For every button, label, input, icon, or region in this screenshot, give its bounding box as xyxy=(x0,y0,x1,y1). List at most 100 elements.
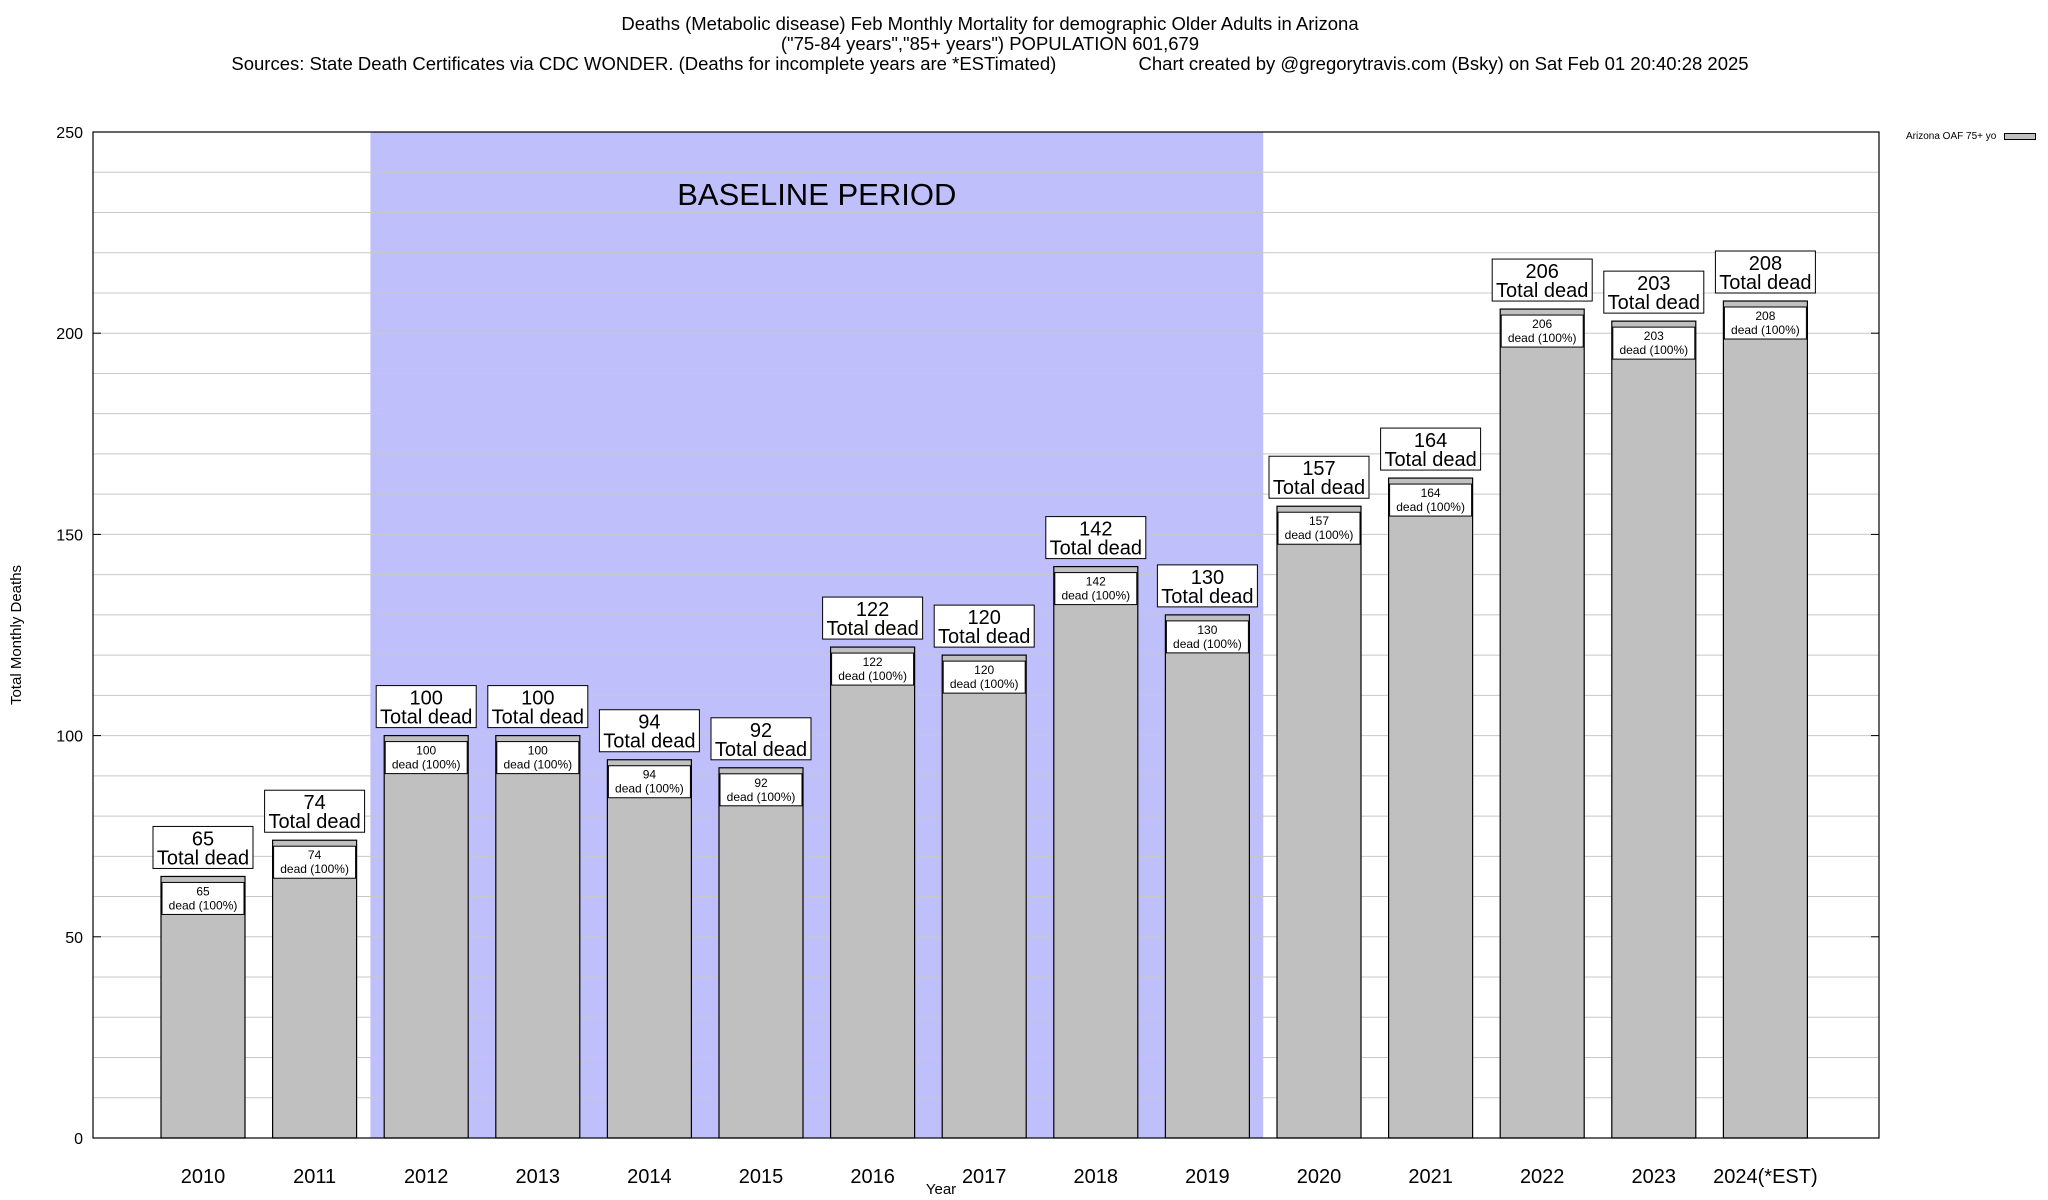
bar xyxy=(1611,320,1697,1139)
bar-top-label-box xyxy=(375,685,477,729)
bar-inner-value: 100 xyxy=(528,744,548,758)
bar-top-value: 120 xyxy=(968,607,1001,629)
bar-top-label-box xyxy=(1603,270,1705,314)
x-tick-label: 2016 xyxy=(850,1166,895,1188)
bar-inner-value: 94 xyxy=(643,768,657,782)
bar-inner-value: 157 xyxy=(1309,514,1329,528)
bar-top-value: 65 xyxy=(192,828,214,850)
bar-top-label-box xyxy=(822,596,924,640)
chart-title-block: Deaths (Metabolic disease) Feb Monthly M… xyxy=(0,14,1980,74)
bar-inner-label-box xyxy=(161,881,245,915)
bar xyxy=(160,875,246,1139)
y-tick-label: 250 xyxy=(56,125,83,142)
bar-inner-value: 120 xyxy=(974,663,994,677)
x-tick-label: 2017 xyxy=(962,1166,1007,1188)
bar-inner-label: dead (100%) xyxy=(280,862,349,876)
x-tick-label: 2018 xyxy=(1074,1166,1119,1188)
bar xyxy=(718,767,804,1139)
x-tick-label: 2012 xyxy=(404,1166,449,1188)
bar-inner-label-box xyxy=(1500,314,1584,348)
bar-inner-label-box xyxy=(273,845,357,879)
bar xyxy=(1053,565,1139,1139)
bar-inner-value: 74 xyxy=(308,848,322,862)
bar-inner-label: dead (100%) xyxy=(392,758,461,772)
bar-inner-label-box xyxy=(942,660,1026,694)
bar-top-label: Total dead xyxy=(1496,280,1588,302)
y-tick-label: 100 xyxy=(56,729,83,746)
bar-inner-label: dead (100%) xyxy=(1508,331,1577,345)
x-tick-label: 2021 xyxy=(1408,1166,1453,1188)
y-tick-label: 50 xyxy=(65,930,83,947)
bar-top-label-box xyxy=(933,604,1035,648)
bar-top-value: 74 xyxy=(303,792,325,814)
bar-inner-label: dead (100%) xyxy=(1285,528,1354,542)
y-axis-label: Total Monthly Deaths xyxy=(8,565,25,705)
bar-inner-label: dead (100%) xyxy=(727,790,796,804)
bar xyxy=(1387,477,1474,1139)
x-tick-label: 2013 xyxy=(516,1166,561,1188)
x-tick-label: 2015 xyxy=(739,1166,784,1188)
bar-inner-value: 92 xyxy=(754,776,768,790)
bar-inner-label-box xyxy=(719,773,803,807)
bar xyxy=(1722,300,1809,1139)
bar-inner-label-box xyxy=(607,765,691,799)
bar-top-value: 157 xyxy=(1302,458,1335,480)
bar-inner-label-box xyxy=(1054,572,1138,606)
bar xyxy=(1164,614,1251,1139)
bar-top-label: Total dead xyxy=(603,731,695,753)
bar-top-label-box xyxy=(1380,427,1482,471)
bar-top-label: Total dead xyxy=(1384,449,1476,471)
bar-inner-value: 142 xyxy=(1086,575,1106,589)
bar-top-label-box xyxy=(487,685,589,729)
bar-inner-label: dead (100%) xyxy=(1619,343,1688,357)
bar-inner-label: dead (100%) xyxy=(1396,500,1465,514)
legend-swatch xyxy=(2004,133,2037,140)
bar xyxy=(829,646,916,1139)
bar-top-value: 203 xyxy=(1637,273,1670,295)
bar-inner-label: dead (100%) xyxy=(1173,637,1242,651)
bar-inner-value: 100 xyxy=(416,744,436,758)
chart-title-line-3: Sources: State Death Certificates via CD… xyxy=(231,53,1749,74)
bar-inner-value: 203 xyxy=(1644,329,1664,343)
bar-top-label: Total dead xyxy=(492,707,584,729)
bar-top-label-box xyxy=(1714,250,1816,294)
chart-title-line-2: ("75-84 years","85+ years") POPULATION 6… xyxy=(780,33,1200,54)
bar-inner-label-box xyxy=(1389,483,1473,517)
bar-top-label-box xyxy=(264,789,366,833)
bar-top-value: 122 xyxy=(856,599,889,621)
bar-inner-value: 208 xyxy=(1755,309,1775,323)
bar xyxy=(606,759,693,1139)
bar-top-value: 100 xyxy=(410,688,443,710)
legend: Arizona OAF 75+ yo xyxy=(1906,131,2037,142)
bar-inner-label: dead (100%) xyxy=(503,758,572,772)
bar-inner-label-box xyxy=(384,741,468,775)
x-tick-label: 2014 xyxy=(627,1166,672,1188)
y-tick-label: 200 xyxy=(56,326,83,343)
bar-inner-value: 206 xyxy=(1532,317,1552,331)
bar-top-label: Total dead xyxy=(268,811,360,833)
plot-frame xyxy=(92,131,1880,1139)
bar xyxy=(383,734,469,1139)
bar-top-label-box xyxy=(1491,258,1593,302)
bar-top-value: 164 xyxy=(1414,430,1447,452)
y-tick-label: 0 xyxy=(74,1131,83,1148)
x-tick-label: 2024(*EST) xyxy=(1713,1166,1818,1188)
chart-title-line-1: Deaths (Metabolic disease) Feb Monthly M… xyxy=(621,13,1359,34)
bar-top-label: Total dead xyxy=(715,739,807,761)
bar-inner-label-box xyxy=(1277,511,1361,545)
bar-inner-label: dead (100%) xyxy=(169,898,238,912)
bar-inner-label: dead (100%) xyxy=(1731,323,1800,337)
bar-inner-label: dead (100%) xyxy=(615,782,684,796)
bar-inner-label-box xyxy=(496,741,580,775)
bar xyxy=(941,654,1027,1139)
bar-top-label: Total dead xyxy=(157,847,249,869)
bar-top-value: 100 xyxy=(521,688,554,710)
bar-top-value: 206 xyxy=(1526,261,1559,283)
bar-inner-label: dead (100%) xyxy=(950,677,1019,691)
bar-top-label: Total dead xyxy=(1719,272,1811,294)
bar-top-label: Total dead xyxy=(1161,586,1253,608)
bar-inner-value: 65 xyxy=(196,884,210,898)
bar-top-value: 92 xyxy=(750,720,772,742)
bar-inner-label-box xyxy=(1723,306,1807,340)
